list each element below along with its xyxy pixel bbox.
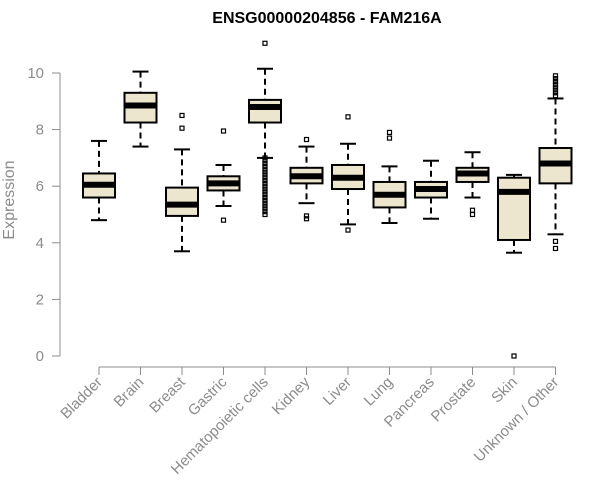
outlier-point bbox=[303, 136, 310, 143]
outlier-point bbox=[552, 73, 559, 79]
outlier-point bbox=[262, 211, 268, 218]
outlier-point bbox=[262, 183, 268, 189]
outlier-point bbox=[345, 227, 351, 233]
box-pancreas bbox=[414, 159, 448, 220]
outlier-point bbox=[262, 40, 268, 46]
box-liver bbox=[331, 114, 365, 233]
x-tick-label: Breast bbox=[146, 373, 189, 416]
outlier-point bbox=[552, 90, 559, 96]
outlier-point bbox=[262, 189, 268, 195]
box-unknown-other bbox=[538, 73, 573, 252]
y-tick-label: 10 bbox=[27, 65, 44, 82]
x-tick-label: Skin bbox=[488, 374, 521, 407]
outlier-point bbox=[469, 207, 476, 213]
boxes-group bbox=[82, 40, 573, 359]
outlier-point bbox=[262, 177, 268, 184]
x-tick-label: Bladder bbox=[57, 374, 106, 423]
y-axis-label: Expression bbox=[1, 160, 18, 239]
outlier-point bbox=[386, 129, 393, 136]
y-tick-label: 0 bbox=[36, 348, 44, 365]
y-tick-label: 4 bbox=[36, 235, 44, 252]
outlier-point bbox=[262, 169, 268, 175]
outlier-point bbox=[552, 81, 559, 87]
outlier-point bbox=[469, 211, 476, 218]
x-tick-label: Lung bbox=[361, 374, 397, 410]
outlier-point bbox=[262, 180, 268, 186]
y-tick-label: 2 bbox=[36, 291, 44, 308]
y-tick-label: 8 bbox=[36, 122, 44, 139]
x-tick-label: Kidney bbox=[269, 373, 314, 418]
box-gastric bbox=[206, 128, 241, 223]
outlier-point bbox=[262, 158, 268, 164]
outlier-point bbox=[262, 160, 268, 167]
outlier-point bbox=[262, 172, 268, 178]
outlier-point bbox=[262, 203, 268, 209]
y-tick-label: 6 bbox=[36, 178, 44, 195]
outlier-point bbox=[262, 163, 268, 169]
box-lung bbox=[372, 129, 407, 224]
x-tick-label: Prostate bbox=[428, 374, 480, 426]
box-skin bbox=[497, 173, 531, 359]
outlier-point bbox=[262, 175, 268, 181]
outlier-point bbox=[262, 192, 268, 198]
box-prostate bbox=[455, 151, 490, 218]
box-hematopoietic-cells bbox=[248, 40, 282, 218]
y-axis: 0 2 4 6 8 10 bbox=[27, 65, 61, 365]
outlier-point bbox=[345, 114, 351, 120]
outlier-point bbox=[552, 245, 559, 252]
outlier-point bbox=[552, 93, 559, 99]
box-brain bbox=[123, 70, 158, 148]
outlier-point bbox=[511, 353, 517, 359]
outlier-point bbox=[303, 216, 310, 222]
outlier-point bbox=[303, 213, 310, 219]
box-breast bbox=[165, 112, 199, 253]
outlier-point bbox=[179, 125, 185, 131]
outlier-point bbox=[552, 84, 559, 90]
outlier-point bbox=[552, 78, 559, 85]
outlier-point bbox=[262, 197, 268, 203]
box-kidney bbox=[289, 136, 324, 222]
outlier-point bbox=[552, 76, 559, 82]
outlier-point bbox=[262, 186, 268, 192]
outlier-point bbox=[552, 238, 559, 244]
outlier-point bbox=[262, 209, 268, 215]
outlier-point bbox=[262, 155, 268, 161]
x-tick-label: Brain bbox=[111, 374, 148, 411]
box-bladder bbox=[82, 139, 116, 222]
outlier-point bbox=[262, 200, 268, 206]
outlier-point bbox=[552, 87, 559, 93]
box-iqr bbox=[248, 98, 282, 124]
box-iqr bbox=[497, 176, 531, 241]
outlier-point bbox=[262, 194, 268, 201]
outlier-point bbox=[220, 128, 227, 134]
x-tick-label: Liver bbox=[320, 374, 355, 409]
outlier-point bbox=[262, 206, 268, 212]
outlier-point bbox=[262, 166, 268, 172]
outlier-point bbox=[386, 135, 393, 141]
chart-title: ENSG00000204856 - FAM216A bbox=[212, 10, 442, 27]
outlier-point bbox=[220, 217, 227, 223]
outlier-point bbox=[179, 112, 185, 119]
